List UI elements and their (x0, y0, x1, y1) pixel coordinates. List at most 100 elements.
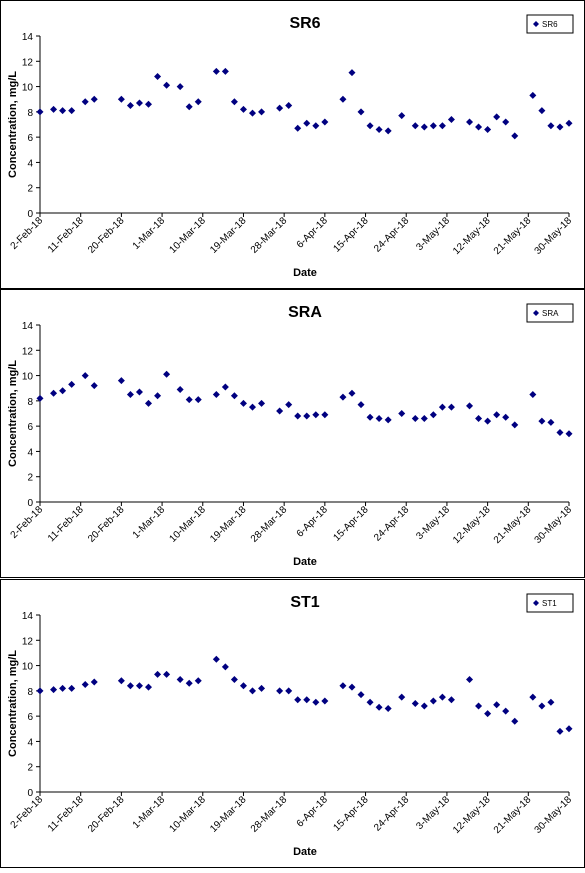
y-tick-label: 2 (27, 473, 33, 484)
y-tick-label: 6 (27, 712, 33, 723)
y-tick-label: 12 (22, 346, 34, 357)
y-tick-label: 4 (27, 158, 33, 169)
data-point (185, 679, 193, 687)
data-point (398, 410, 406, 417)
data-point (50, 389, 58, 397)
data-point (411, 700, 419, 707)
data-point (529, 693, 537, 701)
y-tick-label: 4 (27, 737, 33, 748)
data-point (276, 687, 284, 695)
data-point (420, 702, 428, 710)
data-point (285, 401, 293, 409)
data-point (176, 675, 184, 683)
data-point (294, 124, 302, 132)
data-point (475, 415, 483, 423)
data-point (194, 396, 202, 404)
data-point (303, 119, 311, 127)
data-point (163, 81, 171, 89)
data-point (163, 670, 171, 678)
data-point (312, 698, 320, 706)
data-point (375, 126, 383, 134)
y-tick-label: 0 (27, 498, 33, 509)
data-point (339, 682, 347, 690)
legend-label: SRA (542, 309, 559, 318)
data-point (312, 411, 320, 419)
data-point (68, 380, 76, 388)
data-point (565, 430, 573, 438)
data-point (484, 417, 492, 425)
legend-marker (533, 600, 539, 606)
data-point (565, 725, 573, 733)
data-point (511, 132, 519, 140)
y-tick-label: 8 (27, 397, 33, 408)
data-point (375, 703, 383, 711)
y-tick-label: 10 (22, 83, 34, 94)
data-point (212, 655, 220, 663)
data-point (339, 95, 347, 103)
data-point (556, 727, 564, 735)
x-axis-label: Date (293, 267, 317, 279)
data-point (230, 98, 238, 106)
data-point (348, 683, 356, 691)
chart-title: SR6 (289, 15, 320, 32)
data-point (493, 701, 501, 709)
data-point (321, 118, 329, 126)
data-point (429, 411, 437, 419)
chart-title: ST1 (290, 594, 319, 611)
data-point (90, 382, 98, 390)
data-point (221, 383, 229, 391)
x-axis-label: Date (293, 846, 317, 858)
data-point (154, 670, 162, 678)
y-tick-label: 12 (22, 636, 34, 647)
data-point (135, 682, 143, 690)
data-point (239, 682, 247, 690)
y-tick-label: 0 (27, 788, 33, 799)
data-point (411, 122, 419, 130)
data-point (239, 399, 247, 407)
data-point (117, 677, 125, 685)
data-point (398, 112, 406, 120)
y-tick-label: 2 (27, 184, 33, 195)
data-point (538, 702, 546, 710)
data-point (529, 391, 537, 399)
legend-marker (533, 21, 539, 27)
data-point (68, 107, 76, 115)
data-point (303, 696, 311, 704)
y-axis-label: Concentration, mg/L (7, 650, 19, 757)
data-point (547, 122, 555, 130)
y-tick-label: 6 (27, 422, 33, 433)
data-point (475, 123, 483, 131)
data-point (303, 412, 311, 420)
data-point (438, 122, 446, 130)
y-tick-label: 6 (27, 133, 33, 144)
y-tick-label: 0 (27, 209, 33, 220)
data-point (163, 370, 171, 378)
data-point (493, 411, 501, 419)
data-point (556, 428, 564, 436)
data-point (117, 377, 125, 385)
data-point (59, 387, 67, 395)
y-tick-label: 8 (27, 108, 33, 119)
data-point (502, 413, 510, 421)
data-point (493, 113, 501, 121)
data-point (466, 675, 474, 683)
data-point (126, 102, 134, 110)
data-point (538, 417, 546, 425)
data-point (221, 67, 229, 75)
data-point (429, 697, 437, 705)
data-point (135, 388, 143, 396)
legend-box (526, 14, 574, 34)
data-point (375, 415, 383, 423)
data-point (294, 412, 302, 420)
data-point (447, 403, 455, 411)
data-point (81, 681, 89, 689)
data-point (429, 122, 437, 130)
data-point (126, 682, 134, 690)
legend-box (526, 593, 574, 613)
data-point (36, 394, 44, 402)
data-point (145, 683, 153, 691)
